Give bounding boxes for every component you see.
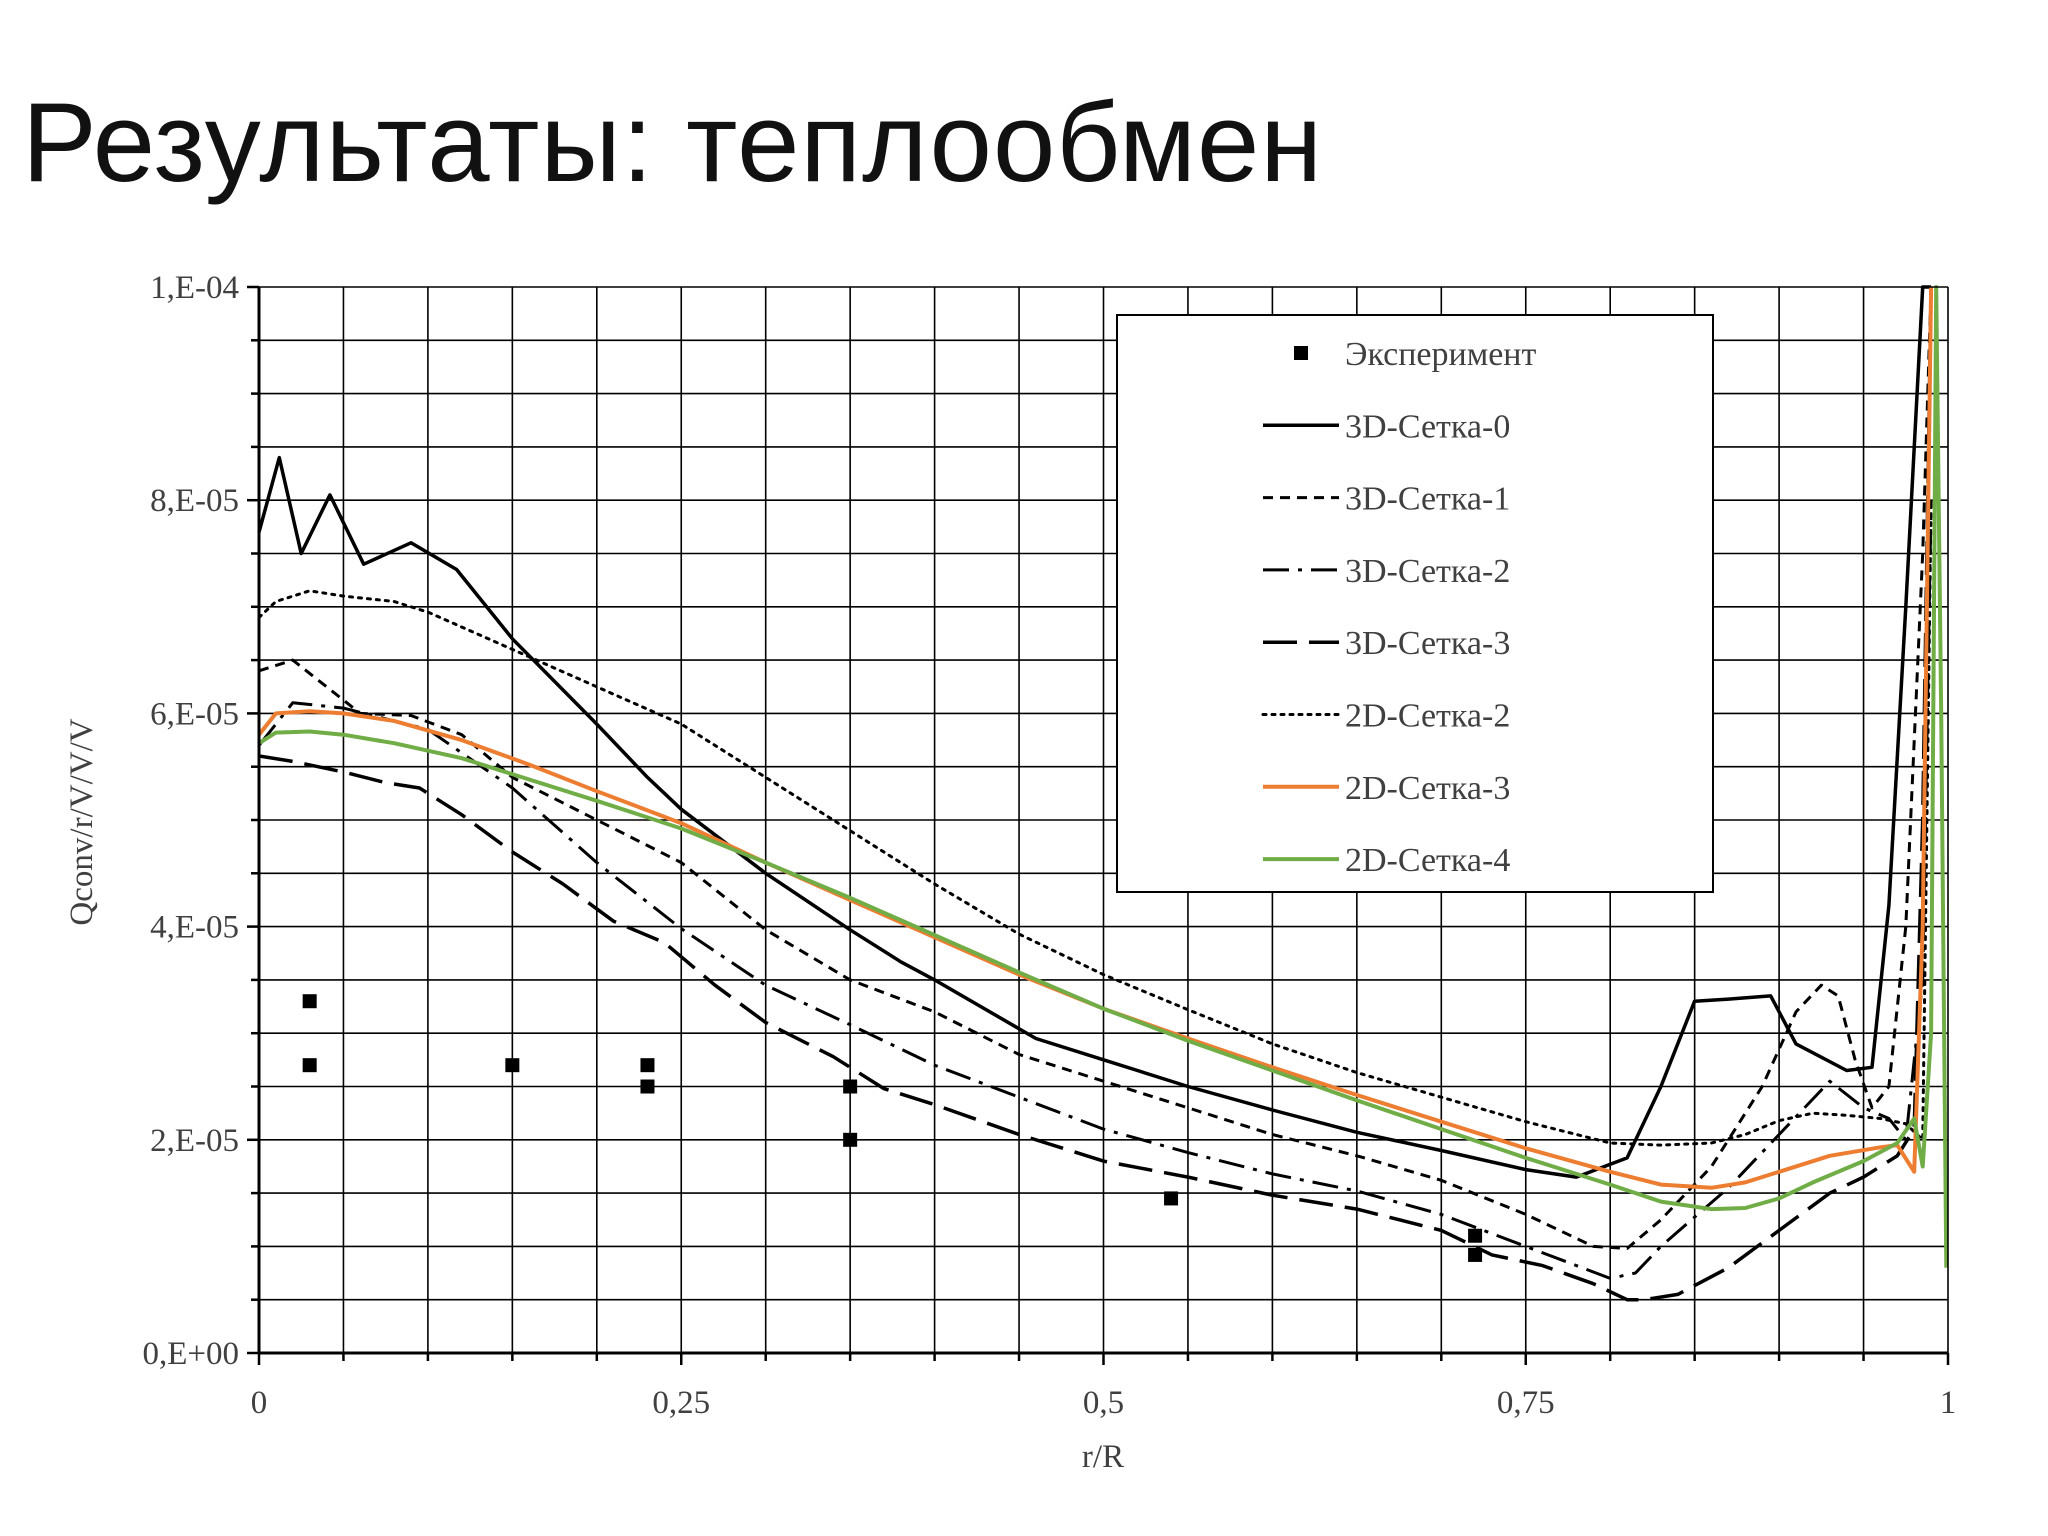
series-line-3 — [259, 500, 1933, 1280]
x-tick-label: 0,75 — [1497, 1385, 1555, 1421]
experiment-point — [302, 1058, 317, 1073]
legend-label: 3D-Сетка-2 — [1345, 553, 1510, 590]
experiment-point — [1468, 1228, 1483, 1243]
chart-tick-labels: 0,E+00 2,E-05 4,E-05 6,E-05 8,E-05 1,E-04 0 0,2… — [142, 270, 1956, 1421]
x-tick-label: 0,25 — [652, 1385, 710, 1421]
legend-label: 3D-Сетка-1 — [1345, 481, 1510, 518]
slide-title: Результаты: теплообмен — [22, 80, 1324, 205]
x-tick-label: 1 — [1940, 1385, 1957, 1421]
y-tick-label: 8,E-05 — [150, 483, 239, 519]
experiment-point — [1468, 1247, 1483, 1262]
experiment-point — [640, 1058, 655, 1073]
y-tick-label: 2,E-05 — [150, 1123, 239, 1159]
legend-label: 2D-Сетка-4 — [1345, 842, 1510, 879]
chart-legend: Эксперимент 3D-Сетка-0 3D-Сетка-1 3D-Сетка-… — [1116, 314, 1714, 893]
y-tick-label: 0,E+00 — [142, 1336, 239, 1372]
legend-marker — [1294, 346, 1308, 360]
legend-label: 3D-Сетка-3 — [1345, 625, 1510, 662]
experiment-point — [843, 1132, 858, 1147]
experiment-point — [505, 1058, 520, 1073]
y-tick-label: 1,E-04 — [150, 270, 239, 306]
experiment-point — [843, 1079, 858, 1094]
y-axis-title: Qconv/r/V/V/V — [64, 718, 100, 925]
chart-series — [259, 285, 1949, 1302]
x-tick-label: 0 — [251, 1385, 268, 1421]
experiment-point — [1164, 1191, 1179, 1206]
series-line-5 — [259, 498, 1933, 1147]
x-axis-title: r/R — [1082, 1439, 1124, 1475]
chart-axes — [247, 285, 1950, 1365]
experiment-point — [302, 994, 317, 1009]
x-tick-label: 0,5 — [1083, 1385, 1124, 1421]
legend-label: 2D-Сетка-3 — [1345, 770, 1510, 807]
y-tick-label: 6,E-05 — [150, 696, 239, 732]
series-line-2 — [259, 286, 1933, 1250]
legend-label: Эксперимент — [1345, 336, 1536, 373]
legend-label: 2D-Сетка-2 — [1345, 698, 1510, 735]
series-line-7 — [259, 285, 1949, 1268]
plot-area — [259, 285, 1949, 1302]
series-line-1 — [259, 285, 1932, 1179]
y-tick-label: 4,E-05 — [150, 910, 239, 946]
series-line-6 — [259, 286, 1934, 1190]
series-line-4 — [259, 286, 1933, 1302]
experiment-point — [640, 1079, 655, 1094]
legend-label: 3D-Сетка-0 — [1345, 408, 1510, 445]
legend-box — [1116, 314, 1714, 893]
